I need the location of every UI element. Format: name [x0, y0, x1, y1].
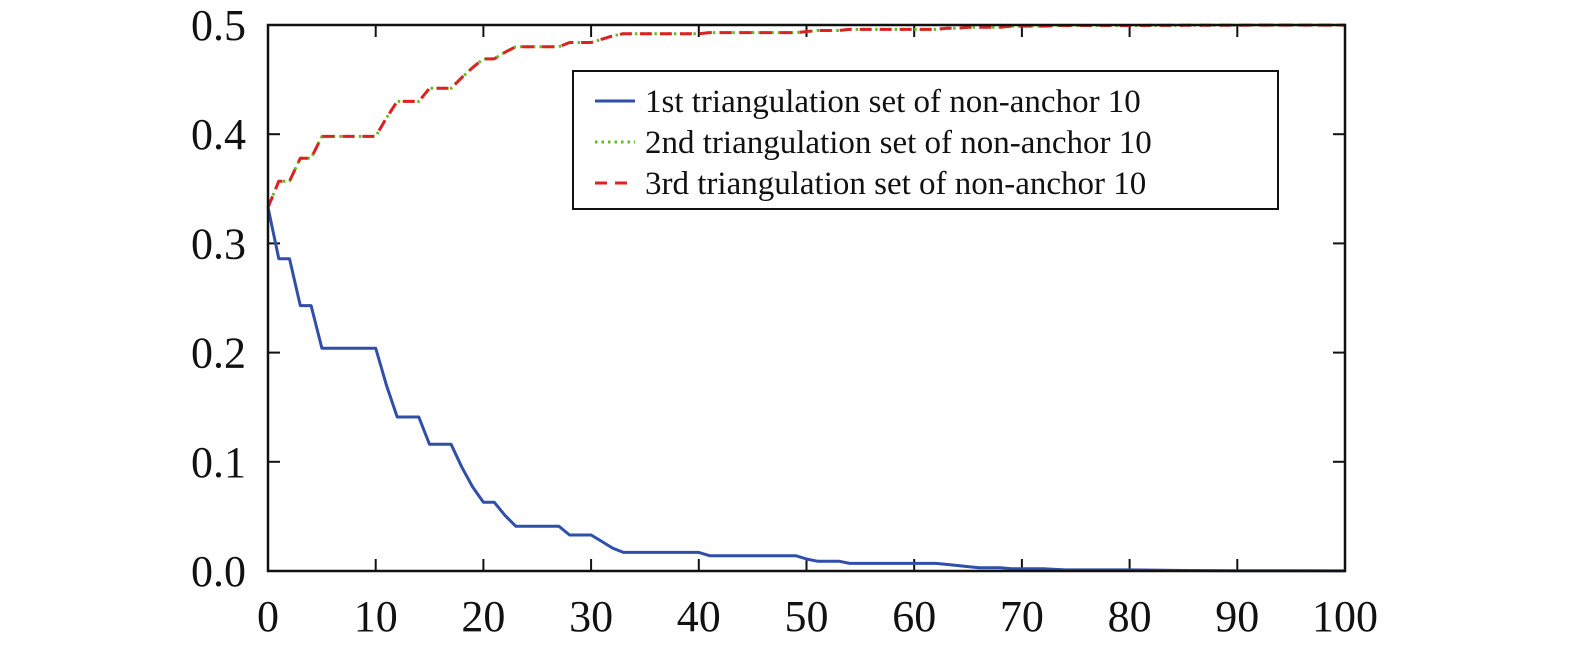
series-line-1	[266, 207, 1346, 573]
x-tick-label: 60	[892, 592, 936, 641]
legend: 1st triangulation set of non-anchor 10 2n…	[572, 70, 1279, 210]
series-lines	[266, 23, 1346, 573]
y-tick-label: 0.3	[191, 219, 246, 268]
series-line-3	[266, 23, 1345, 208]
x-tick-label: 0	[257, 592, 279, 641]
x-tick-label: 50	[785, 592, 829, 641]
x-tick-label: 100	[1312, 592, 1378, 641]
tick-labels: 0 10 20 30 40 50 60 70 80 90 100 0.0 0.1 0.2 0.3 0.4 0.5	[191, 1, 1378, 641]
y-tick-label: 0.2	[191, 329, 246, 378]
x-tick-label: 70	[1000, 592, 1044, 641]
plot-frame	[266, 23, 1347, 573]
y-tick-label: 0.5	[191, 1, 246, 50]
legend-box	[572, 70, 1279, 210]
y-tick-label: 0.1	[191, 438, 246, 487]
x-tick-label: 90	[1215, 592, 1259, 641]
x-tick-label: 20	[461, 592, 505, 641]
legend-label-2: 2nd triangulation set of non-anchor 10	[645, 125, 1152, 161]
x-tick-label: 10	[354, 592, 398, 641]
y-tick-label: 0.4	[191, 110, 246, 159]
x-tick-label: 40	[677, 592, 721, 641]
y-tick-label: 0.0	[191, 547, 246, 596]
x-tick-label: 80	[1108, 592, 1152, 641]
x-tick-label: 30	[569, 592, 613, 641]
legend-label-3: 3rd triangulation set of non-anchor 10	[645, 166, 1146, 202]
legend-label-1: 1st triangulation set of non-anchor 10	[645, 84, 1141, 120]
series-line-2	[266, 23, 1345, 208]
